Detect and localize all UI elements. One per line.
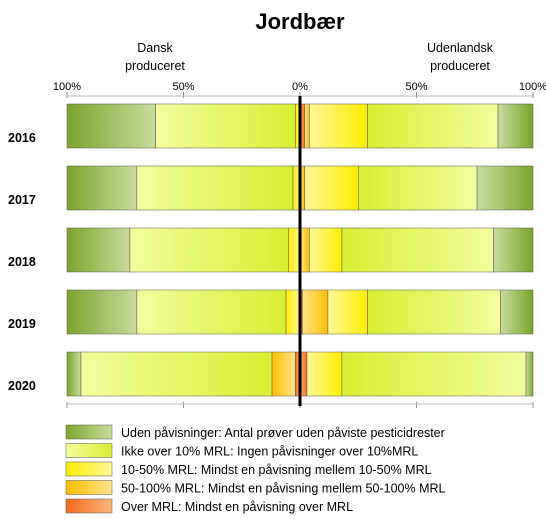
bar-segment-udenlandsk-uden (500, 289, 534, 335)
bar-segment-udenlandsk-ikke_over_10 (341, 351, 527, 397)
bar-segment-dansk-uden (66, 227, 131, 273)
bar-segment-udenlandsk-mrl_10_50 (309, 227, 343, 273)
year-label: 2016 (8, 131, 36, 145)
bars (66, 103, 534, 397)
legend-swatch-over_mrl (65, 498, 113, 514)
legend: Uden påvisninger: Antal prøver uden påvi… (65, 424, 446, 514)
bar-segment-dansk-mrl_50_100 (271, 351, 296, 397)
year-label: 2018 (8, 255, 36, 269)
legend-swatch-ikke_over_10 (65, 443, 113, 458)
bar-segment-dansk-ikke_over_10 (136, 165, 294, 211)
left-header-line1: Dansk (137, 41, 173, 55)
x-tick-label: 50% (172, 81, 194, 93)
legend-label-over_mrl: Over MRL: Mindst en påvisning over MRL (121, 500, 353, 514)
right-header-line1: Udenlandsk (427, 41, 494, 55)
bar-segment-dansk-ikke_over_10 (136, 289, 287, 335)
y-axis: 2016 2017 2018 2019 2020 (8, 131, 36, 393)
bar-segment-dansk-ikke_over_10 (129, 227, 289, 273)
legend-label-mrl_10_50: 10-50% MRL: Mindst en påvisning mellem 1… (121, 463, 432, 477)
bar-segment-udenlandsk-mrl_10_50 (327, 289, 368, 335)
legend-label-uden: Uden påvisninger: Antal prøver uden påvi… (121, 426, 445, 440)
x-tick-label: 50% (405, 81, 427, 93)
bar-segment-udenlandsk-uden (493, 227, 534, 273)
bar-segment-udenlandsk-ikke_over_10 (367, 103, 499, 149)
bar-segment-udenlandsk-ikke_over_10 (341, 227, 494, 273)
bar-segment-dansk-mrl_10_50 (288, 227, 301, 273)
legend-label-mrl_50_100: 50-100% MRL: Mindst en påvisning mellem … (121, 482, 446, 496)
right-header-line2: produceret (430, 59, 490, 73)
chart-title: Jordbær (255, 9, 345, 34)
bar-segment-udenlandsk-mrl_10_50 (304, 165, 359, 211)
bar-segment-udenlandsk-uden (497, 103, 534, 149)
bar-segment-udenlandsk-ikke_over_10 (358, 165, 478, 211)
year-label: 2017 (8, 193, 36, 207)
bar-segment-dansk-ikke_over_10 (80, 351, 273, 397)
bar-segment-udenlandsk-mrl_10_50 (309, 103, 368, 149)
bar-segment-udenlandsk-mrl_10_50 (306, 351, 343, 397)
bar-segment-dansk-ikke_over_10 (155, 103, 296, 149)
bar-segment-dansk-mrl_10_50 (285, 289, 301, 335)
x-tick-label: 0% (292, 81, 308, 93)
legend-swatch-uden (65, 424, 113, 440)
legend-label-ikke_over_10: Ikke over 10% MRL: Ingen påvisninger ove… (121, 445, 418, 459)
x-tick-label: 100% (53, 81, 81, 93)
bar-segment-dansk-uden (66, 289, 138, 335)
bar-segment-udenlandsk-mrl_50_100 (302, 289, 329, 335)
bar-segment-dansk-uden (66, 165, 138, 211)
year-label: 2020 (8, 379, 36, 393)
x-tick-label: 100% (519, 81, 546, 93)
bar-segment-udenlandsk-mrl_50_100 (304, 103, 310, 149)
left-header-line2: produceret (125, 59, 185, 73)
bar-segment-udenlandsk-ikke_over_10 (367, 289, 501, 335)
bar-segment-dansk-uden (66, 103, 156, 149)
year-label: 2019 (8, 317, 36, 331)
legend-swatch-mrl_10_50 (65, 461, 113, 477)
bar-segment-dansk-uden (66, 351, 82, 397)
bar-segment-udenlandsk-uden (525, 351, 534, 397)
bar-segment-udenlandsk-uden (476, 165, 534, 211)
legend-swatch-mrl_50_100 (65, 480, 113, 495)
